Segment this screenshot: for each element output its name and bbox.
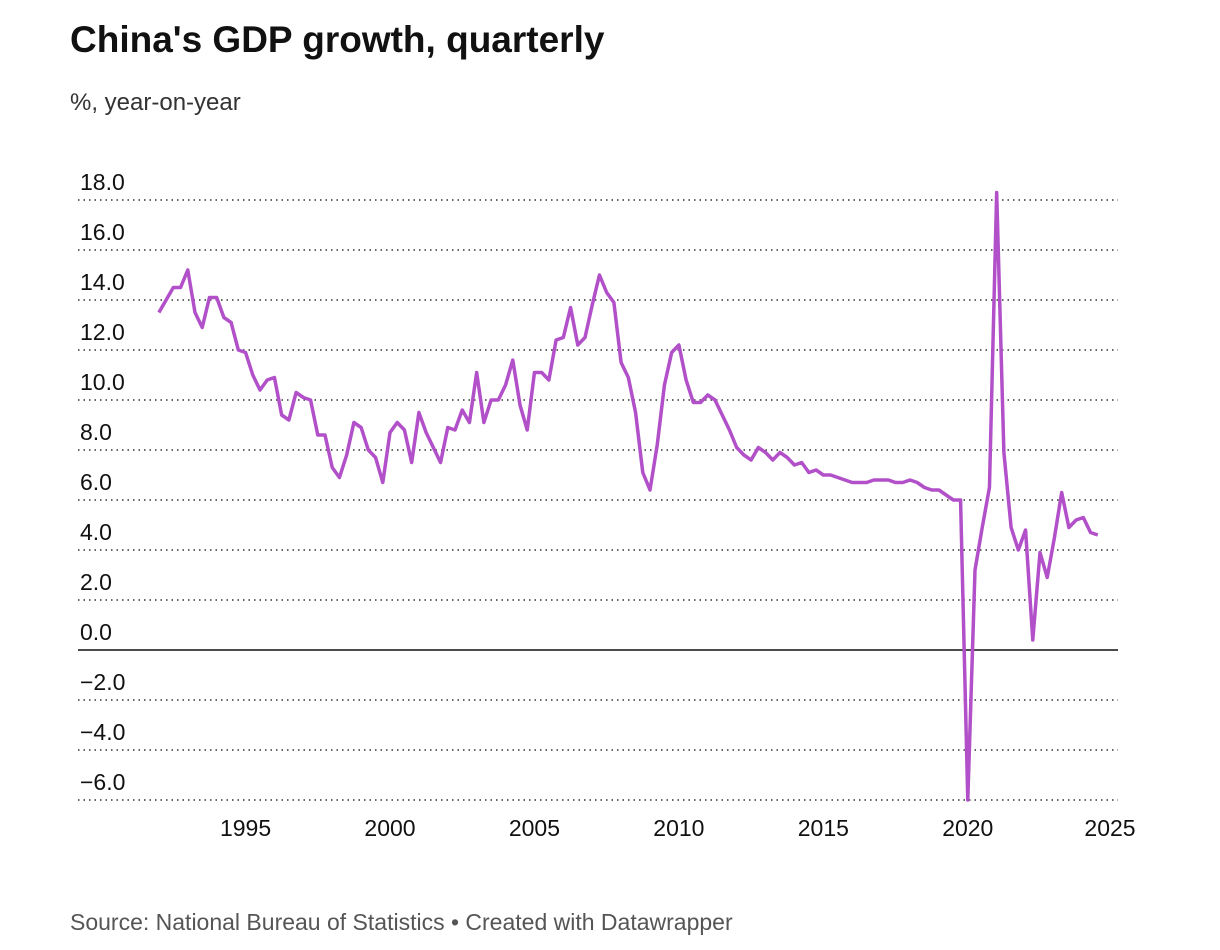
y-tick-label: 14.0 — [80, 269, 125, 295]
y-tick-label: 12.0 — [80, 319, 125, 345]
chart-title: China's GDP growth, quarterly — [70, 19, 605, 60]
x-tick-label: 2015 — [798, 815, 849, 841]
y-tick-label: −2.0 — [80, 669, 125, 695]
y-tick-label: 16.0 — [80, 219, 125, 245]
y-tick-label: 8.0 — [80, 419, 112, 445]
source-note: Source: National Bureau of Statistics • … — [70, 909, 733, 935]
y-tick-label: 6.0 — [80, 469, 112, 495]
y-tick-label: 0.0 — [80, 619, 112, 645]
x-tick-label: 1995 — [220, 815, 271, 841]
chart-subtitle: %, year-on-year — [70, 89, 241, 116]
x-tick-label: 2025 — [1084, 815, 1135, 841]
x-tick-label: 2005 — [509, 815, 560, 841]
x-tick-label: 2020 — [942, 815, 993, 841]
data-line — [157, 190, 1099, 802]
x-tick-label: 2000 — [364, 815, 415, 841]
y-tick-label: 2.0 — [80, 569, 112, 595]
y-tick-label: −4.0 — [80, 719, 125, 745]
y-tick-label: −6.0 — [80, 769, 125, 795]
y-tick-label: 18.0 — [80, 169, 125, 195]
y-tick-label: 4.0 — [80, 519, 112, 545]
y-tick-label: 10.0 — [80, 369, 125, 395]
x-tick-label: 2010 — [653, 815, 704, 841]
